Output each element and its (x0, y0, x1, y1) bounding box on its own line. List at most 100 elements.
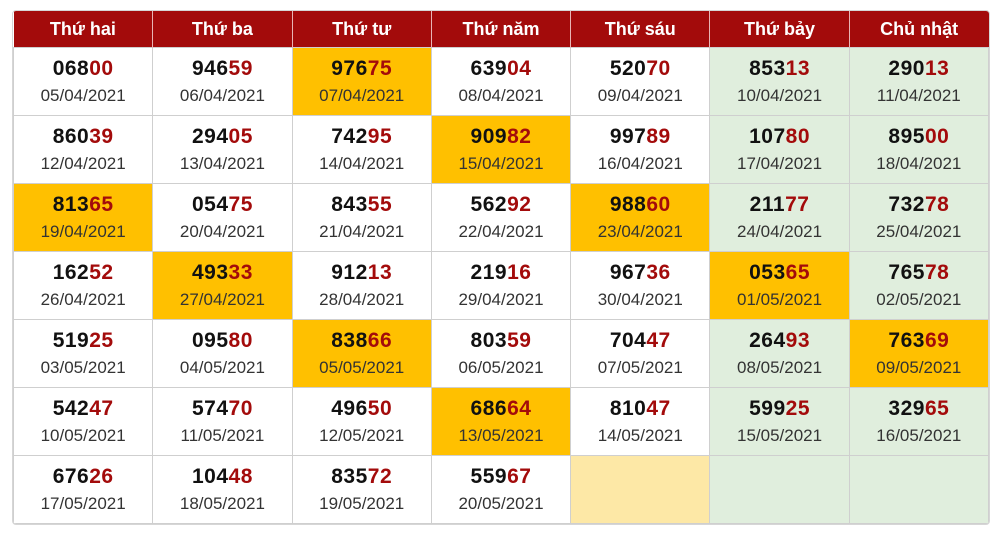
result-number: 21916 (432, 260, 570, 286)
result-cell: 74295 14/04/2021 (291, 115, 432, 184)
result-number-head: 860 (52, 124, 90, 148)
result-number-head: 053 (749, 260, 786, 284)
result-number: 49650 (293, 396, 431, 422)
result-number-head: 686 (470, 396, 508, 420)
result-number: 29405 (153, 124, 291, 150)
result-number-tail: 67 (507, 464, 532, 488)
result-number-head: 329 (888, 396, 925, 420)
result-number: 91213 (293, 260, 431, 286)
result-date: 07/04/2021 (319, 85, 405, 105)
result-date: 24/04/2021 (737, 221, 823, 241)
result-number-head: 988 (609, 192, 647, 216)
table-row: 67626 17/05/2021 10448 18/05/2021 83572 19/05… (13, 455, 989, 524)
result-cell: 90982 15/04/2021 (430, 115, 572, 184)
result-cell: 49333 27/04/2021 (152, 251, 293, 320)
result-cell: 10448 18/05/2021 (152, 455, 293, 524)
result-date: 22/04/2021 (458, 221, 544, 241)
result-number: 21177 (710, 192, 848, 218)
result-cell: 32965 16/05/2021 (848, 387, 989, 456)
result-number-tail: 04 (507, 56, 532, 80)
header-sunday: Chủ nhật (849, 11, 989, 48)
result-cell: 54247 10/05/2021 (13, 387, 154, 456)
results-body: 06800 05/04/2021 94659 06/04/2021 97675 07/04… (13, 47, 989, 524)
header-monday: Thứ hai (13, 11, 154, 48)
result-number-head: 054 (191, 192, 229, 216)
result-number: 83866 (293, 328, 431, 354)
result-number-head: 095 (191, 328, 229, 352)
result-number-tail: 52 (89, 260, 114, 284)
header-wednesday: Thứ tư (292, 11, 432, 48)
result-number-head: 294 (191, 124, 229, 148)
result-number-tail: 93 (785, 328, 810, 352)
result-number: 80359 (432, 328, 570, 354)
result-date: 14/05/2021 (597, 425, 683, 445)
result-number-head: 290 (888, 56, 925, 80)
result-number-head: 813 (52, 192, 90, 216)
result-date: 30/04/2021 (597, 289, 683, 309)
result-cell: 80359 06/05/2021 (430, 319, 572, 388)
result-cell: 29013 11/04/2021 (848, 47, 989, 116)
result-number-tail: 16 (507, 260, 532, 284)
table-row: 51925 03/05/2021 09580 04/05/2021 83866 05/05… (13, 319, 989, 388)
result-cell: 97675 07/04/2021 (291, 47, 432, 116)
result-number: 29013 (850, 56, 988, 82)
result-cell: 57470 11/05/2021 (152, 387, 293, 456)
result-date: 05/05/2021 (319, 357, 405, 377)
result-number-tail: 70 (646, 56, 671, 80)
result-number: 59925 (710, 396, 848, 422)
result-number-head: 909 (470, 124, 508, 148)
result-date: 19/05/2021 (319, 493, 405, 513)
result-cell: 05365 01/05/2021 (709, 251, 850, 320)
result-number: 90982 (432, 124, 570, 150)
result-date: 26/04/2021 (40, 289, 126, 309)
result-date: 14/04/2021 (319, 153, 405, 173)
result-number-head: 493 (191, 260, 229, 284)
result-cell: 56292 22/04/2021 (430, 183, 572, 252)
result-number: 54247 (14, 396, 152, 422)
result-cell: 70447 07/05/2021 (570, 319, 711, 388)
result-number: 68664 (432, 396, 570, 422)
empty-day-cell (709, 455, 850, 524)
result-date: 08/05/2021 (737, 357, 823, 377)
result-number: 32965 (850, 396, 988, 422)
result-number-tail: 59 (507, 328, 532, 352)
result-number-tail: 55 (367, 192, 393, 216)
result-cell: 68664 13/05/2021 (430, 387, 572, 456)
result-date: 11/04/2021 (876, 85, 961, 105)
result-date: 12/04/2021 (40, 153, 126, 173)
result-number-head: 520 (609, 56, 647, 80)
result-date: 23/04/2021 (597, 221, 683, 241)
result-number: 06800 (14, 56, 152, 82)
result-cell: 05475 20/04/2021 (152, 183, 293, 252)
result-cell: 96736 30/04/2021 (570, 251, 711, 320)
result-date: 25/04/2021 (876, 221, 962, 241)
result-number-tail: 92 (507, 192, 532, 216)
result-number: 49333 (153, 260, 291, 286)
result-number-head: 639 (470, 56, 508, 80)
result-number: 96736 (571, 260, 709, 286)
result-number-head: 976 (331, 56, 368, 80)
result-number-head: 599 (749, 396, 786, 420)
result-number-tail: 25 (89, 328, 114, 352)
result-cell: 73278 25/04/2021 (848, 183, 989, 252)
result-number-head: 211 (749, 192, 786, 216)
result-number-tail: 48 (228, 464, 253, 488)
result-number-tail: 05 (228, 124, 253, 148)
result-number-tail: 65 (89, 192, 114, 216)
result-date: 18/04/2021 (876, 153, 962, 173)
result-cell: 55967 20/05/2021 (430, 455, 572, 524)
result-number-tail: 25 (785, 396, 810, 420)
result-number: 94659 (153, 56, 291, 82)
result-number-head: 853 (749, 56, 786, 80)
result-number-tail: 47 (646, 328, 671, 352)
result-date: 11/05/2021 (180, 425, 265, 445)
results-table-container: Thứ hai Thứ ba Thứ tư Thứ năm Thứ sáu Th… (12, 10, 990, 525)
result-number-tail: 80 (785, 124, 810, 148)
result-number: 84355 (293, 192, 431, 218)
result-number: 26493 (710, 328, 848, 354)
result-number: 81365 (14, 192, 152, 218)
result-number-head: 519 (52, 328, 90, 352)
result-date: 10/05/2021 (40, 425, 126, 445)
result-cell: 09580 04/05/2021 (152, 319, 293, 388)
result-date: 13/04/2021 (179, 153, 265, 173)
